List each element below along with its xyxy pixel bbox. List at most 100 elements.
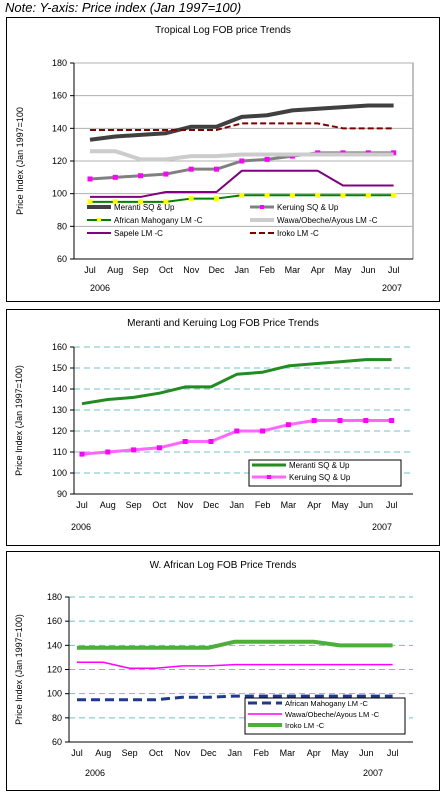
x-tick-label: May [331,500,349,510]
data-point-keruing-sq-up [182,439,188,444]
x-tick-label: Aug [100,500,116,510]
legend-label: Keruing SQ & Up [289,473,351,482]
y-tick-label: 100 [52,189,67,199]
x-tick-label: Jul [71,748,83,758]
legend-marker [260,205,264,209]
x-tick-label: Jun [361,265,376,275]
y-tick-label: 160 [47,616,62,626]
y-tick-label: 80 [57,221,67,231]
data-point-african-mahogany-lm-c [315,192,321,198]
data-point-keruing-sq-up [239,158,245,164]
year-label: 2007 [372,522,392,532]
y-tick-label: 120 [47,665,62,675]
data-point-african-mahogany-lm-c [365,192,371,198]
chart-title: Meranti and Keruing Log FOB Price Trends [127,318,319,329]
data-point-keruing-sq-up [264,156,270,162]
chart-tropical-log-fob: Tropical Log FOB price Trends 60 80 100 120 1… [15,25,414,293]
y-tick-label: 120 [52,426,67,436]
data-point-keruing-sq-up [112,174,118,180]
data-point-african-mahogany-lm-c [289,192,295,198]
data-point-keruing-sq-up [389,418,395,423]
series-line-sapele-lm-c [90,169,394,198]
x-tick-label: Apr [307,748,321,758]
y-tick-label: 180 [47,592,62,602]
x-tick-label: Oct [152,500,167,510]
x-tick-label: Apr [307,500,321,510]
y-tick-label: 140 [47,640,62,650]
legend-label: Meranti SQ & Up [114,203,175,212]
data-point-keruing-sq-up [156,445,162,451]
y-axis-label: Price Index (Jan 1997=100 [15,107,25,215]
x-tick-label: Jul [386,500,398,510]
chart-meranti-keruing: Meranti and Keruing Log FOB Price Trends… [14,318,413,532]
year-label: 2006 [85,768,105,778]
legend-label: Sapele LM -C [114,229,163,238]
data-point-keruing-sq-up [87,176,93,182]
series-line-wawa-obeche-ayous-lm-c [90,149,394,162]
series-line-iroko-lm-c [90,122,394,131]
year-label: 2006 [71,522,91,532]
data-point-keruing-sq-up [285,422,291,428]
legend-label: African Mahogany LM -C [114,216,203,225]
series-line-african-mahogany-lm-c [77,694,393,702]
x-tick-label: Nov [174,748,191,758]
y-tick-label: 90 [57,489,67,499]
x-tick-label: Dec [208,265,225,275]
x-tick-label: Feb [253,748,269,758]
data-point-african-mahogany-lm-c [188,196,194,202]
legend-marker [267,475,271,479]
y-tick-label: 160 [52,91,67,101]
year-label: 2007 [382,283,402,293]
x-tick-label: Jan [228,748,243,758]
x-tick-label: Mar [281,500,297,510]
x-tick-label: Dec [203,500,220,510]
legend-label: African Mahogany LM -C [285,699,369,708]
y-tick-label: 120 [52,156,67,166]
chart-title: W. African Log FOB Price Trends [150,560,297,571]
y-tick-label: 110 [53,447,67,457]
x-tick-label: Jul [388,265,400,275]
chart-panel-meranti-keruing: Meranti and Keruing Log FOB Price Trends… [6,309,440,546]
x-tick-label: Jun [359,748,374,758]
data-point-keruing-sq-up [208,439,214,444]
data-point-keruing-sq-up [214,166,219,172]
data-point-african-mahogany-lm-c [340,192,346,198]
data-point-keruing-sq-up [311,418,317,423]
legend-label: Keruing SQ & Up [277,203,339,212]
series-line-meranti-sq-up [89,103,394,142]
x-tick-label: Feb [259,265,275,275]
data-point-african-mahogany-lm-c [239,192,245,198]
data-point-keruing-sq-up [163,171,169,177]
chart-w-african-log: W. African Log FOB Price Trends 60 80 100 12… [14,560,413,778]
x-tick-label: Mar [280,748,296,758]
year-label: 2006 [90,283,110,293]
x-tick-label: Oct [159,265,174,275]
y-tick-label: 160 [52,342,67,352]
chart-panel-w-african: W. African Log FOB Price Trends 60 80 100 12… [6,551,440,791]
x-tick-label: Aug [95,748,111,758]
series-line-iroko-lm-c [77,639,393,650]
legend-label: Iroko LM -C [285,721,325,730]
x-tick-label: Oct [149,748,164,758]
x-tick-label: Sep [126,500,142,510]
x-tick-label: Jul [76,500,88,510]
data-point-african-mahogany-lm-c [391,192,397,198]
legend-box [244,697,406,735]
legend-marker [97,218,101,222]
data-point-keruing-sq-up [234,428,240,434]
chart-panel-tropical: Tropical Log FOB price Trends 60 80 100 120 1… [6,17,440,302]
data-point-keruing-sq-up [105,449,111,455]
y-tick-label: 100 [47,689,62,699]
y-axis-label: Price Index (Jan 1997=100) [14,614,24,725]
x-tick-label: May [331,748,349,758]
y-tick-label: 140 [52,384,67,394]
y-tick-label: 180 [52,58,67,68]
legend-label: Wawa/Obeche/Ayous LM -C [277,216,378,225]
x-tick-label: May [334,265,352,275]
note-text: Note: Y-axis: Price index (Jan 1997=100) [5,0,242,15]
x-tick-label: Nov [183,265,200,275]
x-tick-label: Jun [359,500,374,510]
x-tick-label: Feb [255,500,271,510]
data-point-keruing-sq-up [337,418,343,423]
x-tick-label: Jul [387,748,399,758]
